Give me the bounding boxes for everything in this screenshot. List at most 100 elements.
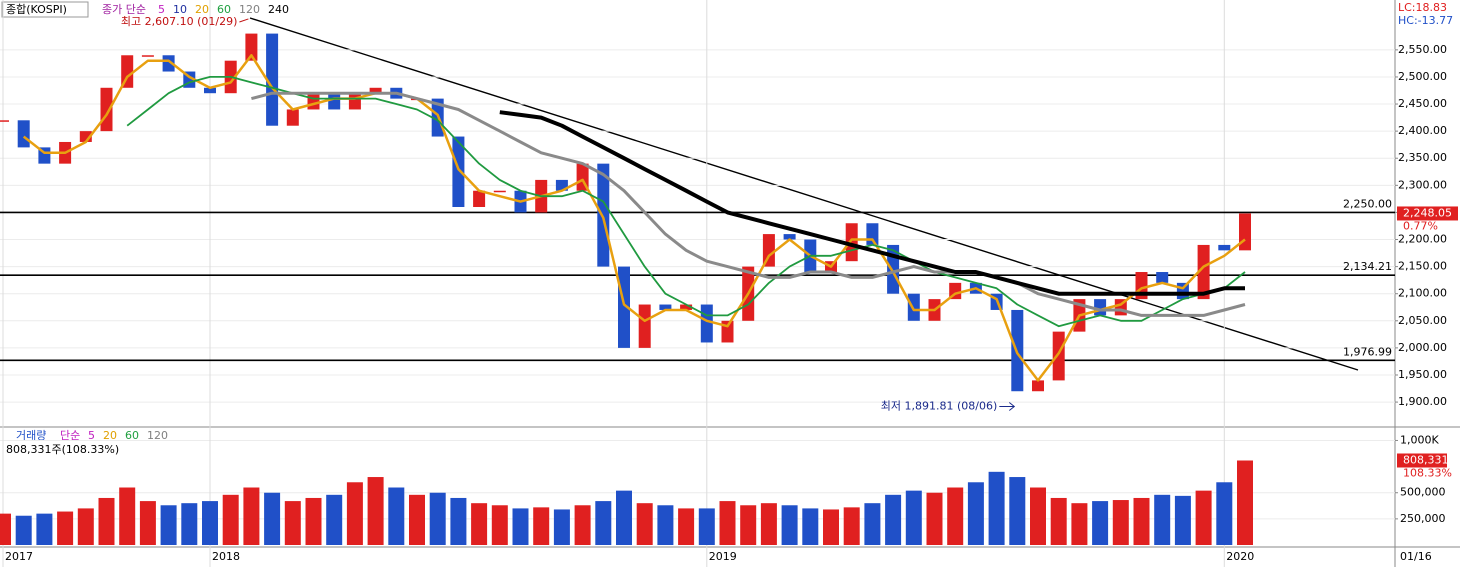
volume-legend-label: 120 — [147, 429, 168, 442]
candle — [1094, 299, 1107, 316]
y-tick-label: 2,150.00 — [1398, 260, 1447, 273]
candle — [659, 304, 672, 310]
last-price: 2,248.05 — [1403, 206, 1452, 219]
legend-label: 10 — [173, 3, 187, 16]
title-box — [1, 1, 89, 18]
legend-label: 120 — [239, 3, 260, 16]
y-tick-label: 2,350.00 — [1398, 151, 1447, 164]
date-label: 01/16 — [1400, 550, 1432, 563]
volume-bar — [450, 497, 467, 545]
volume-bar — [967, 482, 984, 545]
volume-bar — [429, 492, 446, 545]
y-tick-label: 2,500.00 — [1398, 70, 1447, 83]
y-tick-label: 2,450.00 — [1398, 97, 1447, 110]
volume-bar — [823, 509, 839, 545]
volume-bar — [843, 507, 860, 545]
volume-bar — [533, 507, 550, 545]
volume-bar — [1237, 460, 1253, 545]
volume-bar — [346, 482, 363, 545]
y-tick-label: 2,000.00 — [1398, 341, 1447, 354]
y-tick-label: 1,950.00 — [1398, 368, 1447, 381]
high-note: 최고 2,607.10 (01/29) — [121, 15, 238, 28]
candle — [348, 93, 361, 110]
x-tick-label: 2018 — [212, 550, 240, 563]
volume-bar — [1009, 477, 1026, 545]
legend-label: 20 — [195, 3, 209, 16]
legend-label: 5 — [158, 3, 165, 16]
volume-bar — [222, 494, 239, 545]
volume-bar — [1195, 490, 1212, 545]
volume-bar — [471, 503, 488, 545]
lc-label: LC:18.83 — [1398, 1, 1447, 14]
volume-bar — [905, 490, 922, 545]
volume-bar — [367, 477, 384, 545]
last-volume-change: 108.33% — [1403, 466, 1452, 479]
y-tick-label: 2,200.00 — [1398, 233, 1447, 246]
volume-bar — [1154, 494, 1171, 545]
candle — [555, 179, 568, 191]
volume-bar — [719, 501, 736, 545]
volume-bar — [409, 494, 425, 545]
candle — [307, 93, 320, 110]
volume-bar — [1112, 500, 1129, 545]
volume-bar — [553, 509, 570, 545]
candle — [17, 120, 30, 148]
y-tick-label: 2,100.00 — [1398, 287, 1447, 300]
volume-bar — [926, 492, 943, 545]
reference-label: 1,976.99 — [1343, 345, 1392, 358]
high-arrow — [239, 18, 249, 23]
volume-bar — [264, 492, 281, 545]
volume-bar — [740, 505, 757, 545]
volume-bar — [1050, 497, 1067, 545]
candle — [700, 304, 713, 343]
candle — [762, 234, 775, 267]
candle — [783, 234, 796, 240]
volume-bar — [0, 513, 11, 545]
legend-label: 240 — [268, 3, 289, 16]
volume-bar — [326, 494, 343, 545]
candle — [79, 131, 92, 142]
volume-bar — [802, 508, 819, 545]
x-tick-label: 2020 — [1226, 550, 1254, 563]
volume-bar — [305, 497, 322, 545]
volume-bar — [1216, 482, 1233, 545]
moving-average — [499, 110, 1245, 296]
y-tick-label: 2,550.00 — [1398, 43, 1447, 56]
volume-bar — [160, 505, 177, 545]
volume-bar — [760, 503, 777, 545]
volume-bar — [57, 511, 74, 545]
volume-bar — [1174, 495, 1191, 545]
moving-average — [251, 91, 1246, 317]
volume-bar — [1133, 497, 1150, 545]
candle — [245, 33, 258, 61]
candle — [204, 87, 216, 94]
candle — [452, 136, 465, 207]
last-volume-box — [1397, 453, 1447, 468]
volume-bar — [388, 487, 405, 545]
x-tick-label: 2019 — [709, 550, 737, 563]
volume-bar — [781, 505, 798, 545]
volume-bar — [864, 503, 881, 545]
volume-bar — [77, 508, 94, 545]
volume-bar — [202, 501, 218, 545]
candle — [141, 55, 154, 57]
candle — [1052, 331, 1065, 381]
reference-label: 2,134.21 — [1343, 260, 1392, 273]
moving-average — [126, 76, 1246, 328]
candle — [1218, 244, 1231, 251]
candle — [0, 120, 9, 122]
low-arrow — [999, 402, 1016, 411]
volume-bar — [947, 487, 964, 545]
candle — [473, 190, 486, 207]
candle — [638, 304, 651, 348]
volume-bar — [491, 505, 508, 545]
candle — [266, 33, 279, 126]
volume-bar — [678, 508, 695, 545]
moving-average — [22, 54, 1246, 382]
legend-prefix: 종가 단순 — [102, 3, 146, 16]
y-tick-label: 1,900.00 — [1398, 395, 1447, 408]
volume-bar — [15, 515, 32, 545]
volume-bar — [616, 490, 632, 545]
x-tick-label: 2017 — [5, 550, 33, 563]
